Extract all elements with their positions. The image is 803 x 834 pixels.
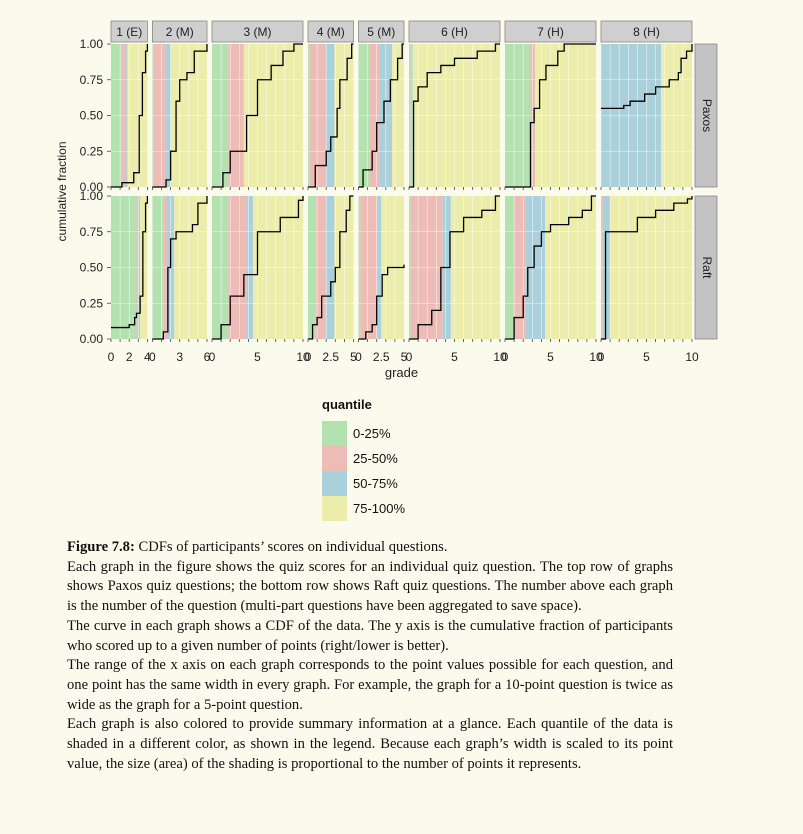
x-tick-label: 4 — [144, 350, 151, 364]
cdf-line — [505, 195, 596, 340]
cdf-line — [601, 44, 693, 109]
y-tick-label: 1.00 — [80, 37, 104, 51]
legend-label: 75-100% — [353, 501, 405, 516]
x-tick-label: 0 — [108, 350, 115, 364]
x-axis-title: grade — [385, 365, 418, 380]
x-tick-label: 10 — [685, 350, 699, 364]
facet-label: 7 (H) — [537, 25, 564, 39]
x-tick-label: 5 — [643, 350, 650, 364]
x-tick-label: 10 — [296, 350, 310, 364]
facet-strip — [408, 20, 501, 43]
y-tick-label: 0.75 — [80, 73, 104, 87]
x-tick-label: 5 — [254, 350, 261, 364]
x-tick-label: 6 — [204, 350, 211, 364]
y-tick-label: 0.00 — [80, 332, 104, 346]
row-label: Raft — [700, 256, 714, 279]
caption-paragraph-4: Each graph is also colored to provide su… — [67, 716, 673, 772]
y-tick-label: 0.25 — [80, 144, 104, 158]
y-tick-label: 0.75 — [80, 225, 104, 239]
x-tick-label: 0 — [209, 350, 216, 364]
caption-paragraph-3: The range of the x axis on each graph co… — [67, 657, 673, 713]
row-strip — [694, 43, 718, 188]
x-tick-label: 10 — [589, 350, 603, 364]
y-tick-label: 0.25 — [80, 296, 104, 310]
legend-swatch — [322, 496, 347, 521]
cdf-line — [152, 44, 208, 188]
x-tick-label: 2.5 — [322, 350, 339, 364]
cdf-line — [308, 43, 354, 188]
x-tick-label: 2.5 — [373, 350, 390, 364]
x-tick-label: 0 — [406, 350, 413, 364]
cdf-line — [152, 196, 208, 340]
caption-paragraph-2: The curve in each graph shows a CDF of t… — [67, 617, 673, 654]
facet-label: 6 (H) — [441, 25, 468, 39]
cdf-line — [409, 43, 500, 188]
x-tick-label: 0 — [598, 350, 605, 364]
cdf-line — [111, 44, 149, 188]
cdf-line — [111, 196, 149, 329]
caption-paragraph-1: Each graph in the figure shows the quiz … — [67, 558, 673, 615]
cdf-line — [358, 264, 405, 340]
x-tick-label: 5 — [451, 350, 458, 364]
cdf-line — [212, 43, 303, 188]
x-tick-label: 2 — [126, 350, 133, 364]
cdf-line — [409, 195, 500, 340]
x-tick-label: 10 — [493, 350, 507, 364]
y-tick-label: 0.50 — [80, 261, 104, 275]
x-tick-label: 0 — [355, 350, 362, 364]
y-tick-label: 0.00 — [80, 180, 104, 194]
facet-label: 3 (M) — [244, 25, 272, 39]
facet-label: 4 (M) — [317, 25, 345, 39]
x-tick-label: 0 — [502, 350, 509, 364]
facet-label: 1 (E) — [116, 25, 142, 39]
legend-swatch — [322, 471, 347, 496]
figure-label: Figure 7.8: — [67, 539, 135, 555]
legend-label: 0-25% — [353, 426, 391, 441]
row-strip — [694, 195, 718, 340]
facet-label: 2 (M) — [166, 25, 194, 39]
facet-label: 5 (M) — [367, 25, 395, 39]
x-tick-label: 0 — [305, 350, 312, 364]
facet-strip — [504, 20, 597, 43]
cdf-line — [358, 43, 404, 188]
facet-strip — [358, 20, 405, 43]
figure-title: CDFs of participants’ scores on individu… — [138, 539, 448, 555]
legend-title: quantile — [322, 397, 372, 412]
cdf-figure: 1 (E)0 2 42 (M)0 3 63 (M)0 5 104 (M)0 2.5 55 (M)… — [55, 20, 718, 521]
facet-strip — [110, 20, 148, 43]
x-tick-label: 5 — [547, 350, 554, 364]
facet-label: 8 (H) — [633, 25, 660, 39]
facet-strip — [211, 20, 304, 43]
y-axis-title: cumulative fraction — [55, 141, 69, 241]
facet-strip — [151, 20, 208, 43]
cdf-line — [308, 195, 354, 340]
legend-label: 50-75% — [353, 476, 398, 491]
figure-caption: Figure 7.8: CDFs of participants’ scores… — [67, 538, 673, 774]
legend-swatch — [322, 421, 347, 446]
cdf-line — [505, 43, 596, 188]
y-tick-label: 0.50 — [80, 109, 104, 123]
x-tick-label: 3 — [176, 350, 183, 364]
cdf-line — [212, 196, 304, 340]
y-tick-label: 1.00 — [80, 189, 104, 203]
x-tick-label: 5 — [350, 350, 357, 364]
cdf-line — [601, 196, 693, 340]
legend-label: 25-50% — [353, 451, 398, 466]
row-label: Paxos — [700, 99, 714, 132]
x-tick-label: 5 — [401, 350, 408, 364]
facet-strip — [307, 20, 354, 43]
legend-swatch — [322, 446, 347, 471]
facet-strip — [600, 20, 693, 43]
x-tick-label: 0 — [149, 350, 156, 364]
